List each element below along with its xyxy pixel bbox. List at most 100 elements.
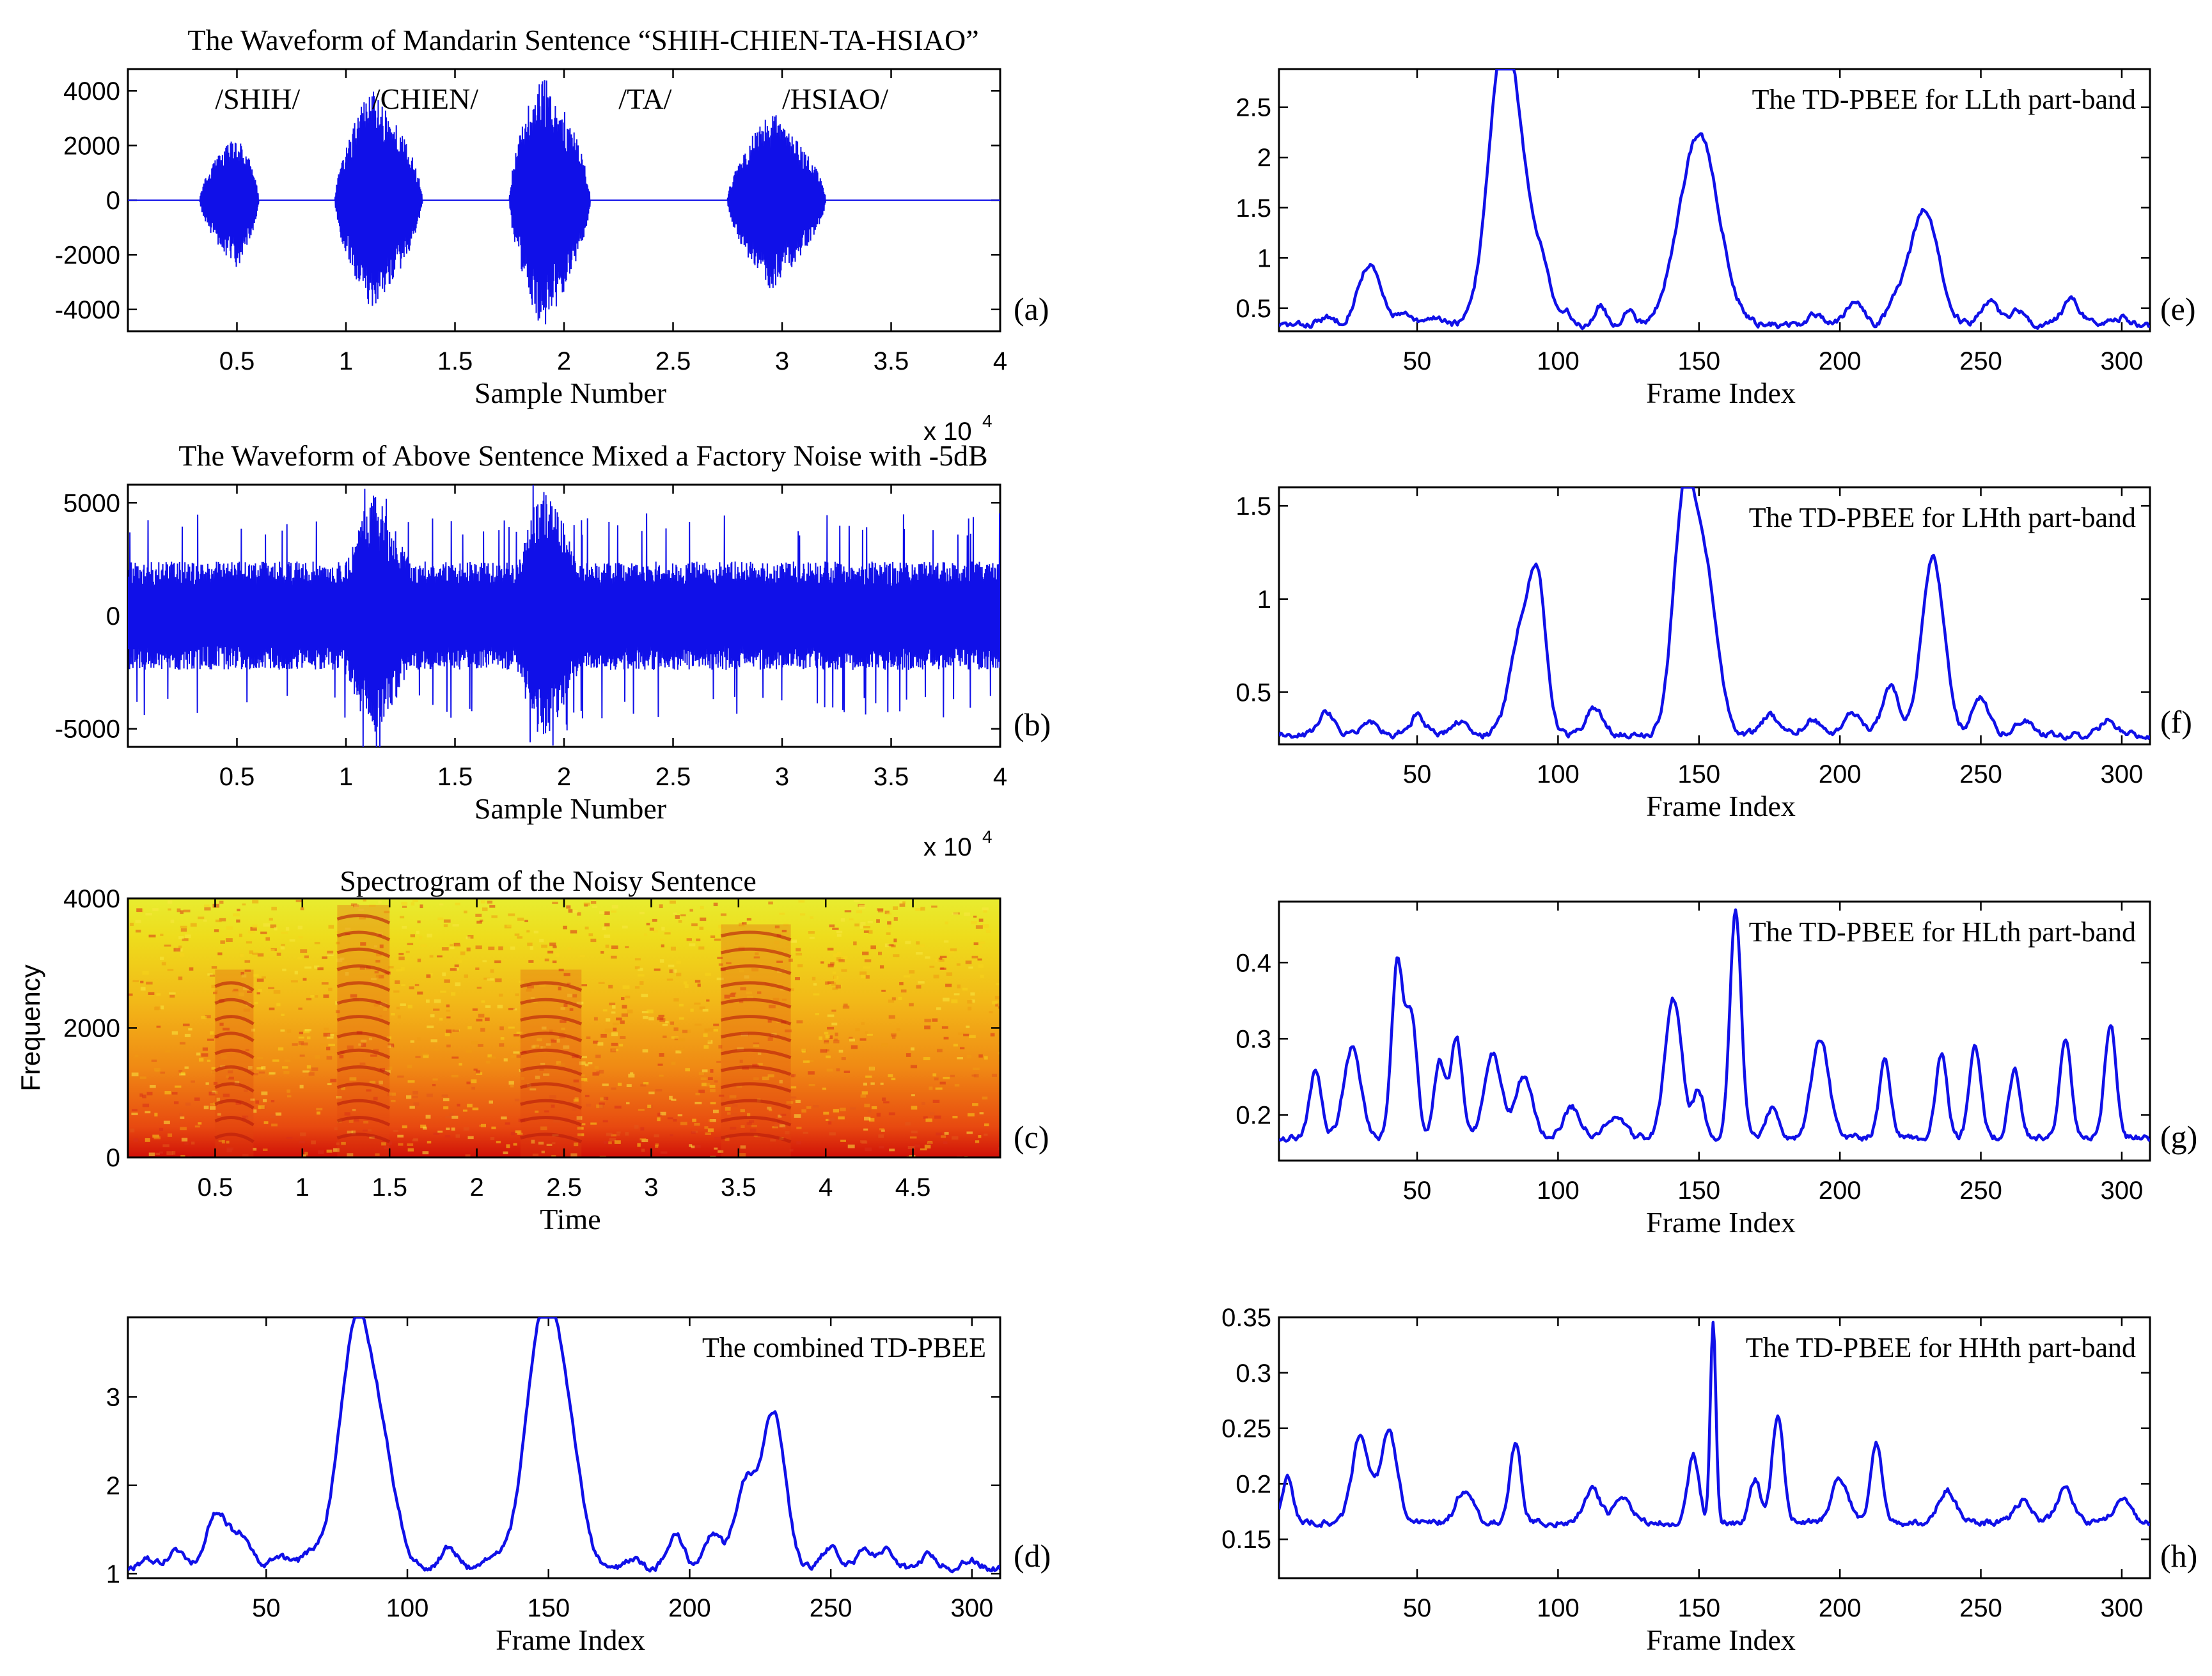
- spectrogram-speckle: [740, 1109, 745, 1113]
- spectrogram-speckle: [253, 974, 259, 977]
- spectrogram-speckle: [567, 982, 571, 985]
- spectrogram-speckle: [499, 1026, 504, 1031]
- spectrogram-speckle: [751, 968, 759, 972]
- panel-label-g: (g): [2160, 1119, 2197, 1155]
- spectrogram-speckle: [929, 1086, 933, 1090]
- spectrogram-speckle: [858, 904, 866, 909]
- spectrogram-speckle: [860, 1094, 867, 1098]
- spectrogram-speckle: [927, 1142, 932, 1145]
- spectrogram-speckle: [541, 1150, 545, 1154]
- spectrogram-speckle: [311, 1067, 318, 1071]
- spectrogram-speckle: [611, 1032, 618, 1037]
- spectrogram-speckle: [476, 920, 482, 924]
- spectrogram-speckle: [549, 943, 556, 946]
- spectrogram-speckle: [463, 911, 467, 914]
- spectrogram-speckle: [680, 914, 686, 917]
- spectrogram-speckle: [888, 1112, 895, 1116]
- spectrogram-speckle: [581, 1074, 585, 1077]
- spectrogram-speckle: [584, 927, 589, 930]
- spectrogram-speckle: [967, 1000, 973, 1004]
- spectrogram-speckle: [439, 903, 444, 906]
- spectrogram-speckle: [148, 1152, 155, 1157]
- spectrogram-speckle: [739, 1060, 743, 1063]
- spectrogram-speckle: [374, 971, 379, 974]
- spectrogram-speckle: [827, 981, 835, 984]
- spectrogram-speckle: [379, 944, 384, 948]
- spectrogram-speckle: [534, 1052, 538, 1056]
- spectrogram-speckle: [720, 947, 726, 952]
- spectrogram-speckle: [226, 1069, 232, 1071]
- spectrogram-speckle: [962, 987, 968, 991]
- spectrogram-speckle: [952, 912, 959, 915]
- spectrogram-speckle: [397, 1075, 404, 1078]
- spectrogram-speckle: [388, 966, 394, 969]
- spectrogram-speckle: [890, 1033, 897, 1037]
- spectrogram-speckle: [959, 1047, 965, 1050]
- spectrogram-speckle: [667, 1117, 673, 1120]
- spectrogram-speckle: [131, 1112, 138, 1115]
- spectrogram-speckle: [934, 1115, 941, 1119]
- spectrogram-speckle: [314, 965, 320, 969]
- harmonic-band: [720, 1015, 792, 1026]
- spectrogram-speckle: [716, 977, 724, 980]
- spectrogram-speckle: [463, 1127, 469, 1131]
- spectrogram-speckle: [179, 1073, 186, 1076]
- spectrogram-speckle: [611, 945, 618, 950]
- spectrogram-speckle: [676, 973, 682, 976]
- spectrogram-speckle: [638, 1108, 645, 1111]
- spectrogram-speckle: [643, 1081, 649, 1085]
- spectrogram-speckle: [995, 1003, 999, 1007]
- spectrogram-speckle: [808, 1071, 815, 1075]
- spectrogram-speckle: [323, 1033, 331, 1037]
- x-tick-label-f: 100: [1537, 760, 1580, 788]
- harmonic-band: [336, 981, 391, 992]
- spectrogram-speckle: [676, 960, 682, 965]
- spectrogram-speckle: [843, 1003, 848, 1006]
- spectrogram-speckle: [883, 1101, 890, 1104]
- spectrogram-speckle: [708, 1028, 714, 1032]
- spectrogram-speckle: [130, 1128, 135, 1132]
- spectrogram-speckle: [272, 1059, 279, 1062]
- spectrogram-speckle: [476, 987, 482, 989]
- spectrogram-speckle: [178, 945, 182, 950]
- spectrogram-speckle: [299, 1054, 305, 1057]
- spectrogram-speckle: [572, 994, 577, 998]
- spectrogram-speckle: [451, 1074, 459, 1077]
- spectrogram-speckle: [910, 1065, 918, 1069]
- spectrogram-speckle: [185, 1102, 191, 1106]
- spectrogram-speckle: [145, 1111, 151, 1114]
- spectrogram-speckle: [915, 908, 922, 912]
- spectrogram-speckle: [263, 923, 271, 927]
- y-tick-label-d: 2: [106, 1472, 120, 1500]
- spectrogram-speckle: [379, 1014, 382, 1017]
- spectrogram-speckle: [600, 1097, 606, 1101]
- spectrogram-speckle: [397, 1015, 401, 1019]
- x-tick-label-h: 200: [1819, 1594, 1862, 1622]
- spectrogram-speckle: [213, 1081, 218, 1085]
- harmonic-band: [336, 947, 391, 959]
- spectrogram-speckle: [526, 930, 530, 933]
- spectrogram-speckle: [442, 972, 446, 976]
- spectrogram-speckle: [450, 968, 457, 971]
- spectrogram-speckle: [909, 1136, 917, 1139]
- spectrogram-speckle: [779, 1079, 783, 1084]
- spectrogram-speckle: [595, 1054, 601, 1058]
- spectrogram-speckle: [714, 1147, 718, 1150]
- x-tick-label-e: 250: [1959, 347, 2002, 375]
- spectrogram-speckle: [152, 1134, 160, 1138]
- spectrogram-speckle: [978, 918, 984, 922]
- spectrogram-speckle: [920, 1148, 927, 1150]
- spectrogram-speckle: [530, 997, 535, 999]
- spectrogram-speckle: [680, 1122, 687, 1125]
- spectrogram-speckle: [499, 1043, 505, 1047]
- x-tick-label-g: 150: [1677, 1177, 1720, 1205]
- spectrogram-speckle: [657, 1117, 661, 1122]
- x-tick-label-h: 250: [1959, 1594, 2002, 1622]
- spectrogram-speckle: [779, 1124, 786, 1128]
- series-line-a: [128, 80, 1000, 325]
- spectrogram-speckle: [472, 1108, 479, 1111]
- spectrogram-speckle: [217, 952, 223, 955]
- speech-region: [215, 969, 254, 1157]
- spectrogram-speckle: [879, 1128, 884, 1131]
- spectrogram-speckle: [407, 1080, 415, 1083]
